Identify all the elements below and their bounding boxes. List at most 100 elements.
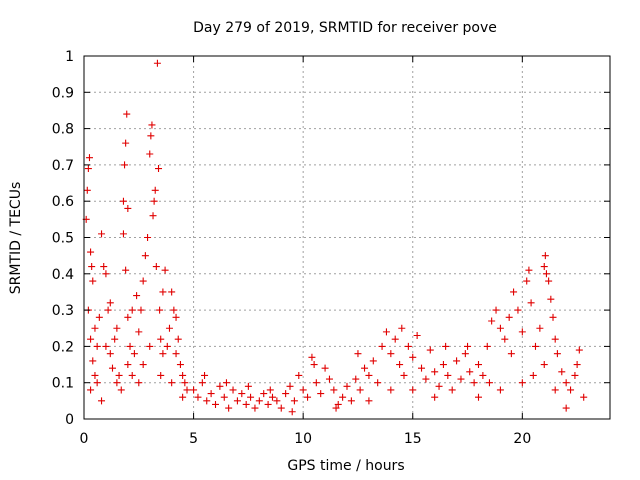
data-point [147, 132, 155, 140]
data-point [332, 404, 340, 412]
y-tick-label: 0.8 [52, 122, 74, 138]
data-point [151, 186, 159, 194]
data-point [128, 306, 136, 314]
data-point [400, 371, 408, 379]
data-point [483, 342, 491, 350]
data-point [141, 252, 149, 260]
data-point [496, 386, 504, 394]
data-point [562, 379, 570, 387]
data-point [207, 390, 215, 398]
grid [84, 56, 610, 419]
data-point [365, 397, 373, 405]
data-point [485, 379, 493, 387]
data-point [119, 197, 127, 205]
data-point [514, 306, 522, 314]
y-tick-label: 0.2 [52, 339, 74, 355]
data-point [422, 375, 430, 383]
data-point [100, 263, 108, 271]
data-point [551, 335, 559, 343]
data-point [172, 350, 180, 358]
data-point [356, 386, 364, 394]
y-tick-label: 1 [65, 49, 74, 65]
data-point [573, 361, 581, 369]
data-point [492, 306, 500, 314]
data-point [88, 263, 96, 271]
data-point [157, 335, 165, 343]
data-point [580, 393, 588, 401]
data-point [98, 397, 106, 405]
data-point [435, 382, 443, 390]
x-tick-label: 10 [294, 431, 312, 447]
data-point [312, 379, 320, 387]
x-tick-label: 15 [404, 431, 422, 447]
data-point [562, 404, 570, 412]
data-point [529, 371, 537, 379]
data-point [391, 335, 399, 343]
data-point [87, 248, 95, 256]
data-point [540, 361, 548, 369]
y-tick-label: 0.5 [52, 231, 74, 247]
data-point [172, 313, 180, 321]
data-point [122, 266, 130, 274]
data-point [89, 357, 97, 365]
data-point [91, 324, 99, 332]
data-point [317, 390, 325, 398]
data-point [126, 342, 134, 350]
data-point [183, 386, 191, 394]
data-point [549, 313, 557, 321]
data-point [168, 379, 176, 387]
data-point [148, 121, 156, 129]
data-point [135, 328, 143, 336]
data-point [83, 186, 91, 194]
data-point [87, 386, 95, 394]
data-point [122, 139, 130, 147]
data-point [163, 342, 171, 350]
data-point [558, 368, 566, 376]
data-point [290, 397, 298, 405]
data-point [531, 342, 539, 350]
y-tick-label: 0.6 [52, 194, 74, 210]
data-point [266, 386, 274, 394]
data-point [404, 342, 412, 350]
data-point [308, 353, 316, 361]
data-point [149, 212, 157, 220]
data-point [102, 342, 110, 350]
data-point [479, 371, 487, 379]
data-point [295, 371, 303, 379]
data-point [268, 393, 276, 401]
data-point [567, 386, 575, 394]
data-point [365, 371, 373, 379]
data-point [93, 342, 101, 350]
data-points [82, 59, 588, 416]
data-point [194, 393, 202, 401]
data-point [255, 397, 263, 405]
data-point [310, 361, 318, 369]
data-point [475, 393, 482, 401]
data-point [475, 361, 482, 369]
data-point [536, 324, 544, 332]
data-point [387, 350, 395, 358]
data-point [273, 397, 281, 405]
data-point [157, 371, 165, 379]
data-point [448, 386, 456, 394]
data-point [238, 390, 246, 398]
data-point [507, 350, 515, 358]
data-point [260, 390, 268, 398]
y-axis-label: SRMTID / TECUs [8, 182, 24, 295]
data-point [216, 382, 224, 390]
data-point [220, 393, 228, 401]
data-point [575, 346, 583, 354]
data-point [264, 400, 272, 408]
data-point [212, 400, 219, 408]
data-point [523, 277, 531, 285]
data-point [190, 386, 198, 394]
data-point [540, 263, 548, 271]
data-point [277, 404, 285, 412]
data-point [174, 335, 182, 343]
data-point [453, 357, 461, 365]
data-point [374, 379, 382, 387]
data-point [247, 393, 255, 401]
data-point [542, 270, 550, 278]
data-point [176, 361, 184, 369]
data-point [93, 379, 101, 387]
